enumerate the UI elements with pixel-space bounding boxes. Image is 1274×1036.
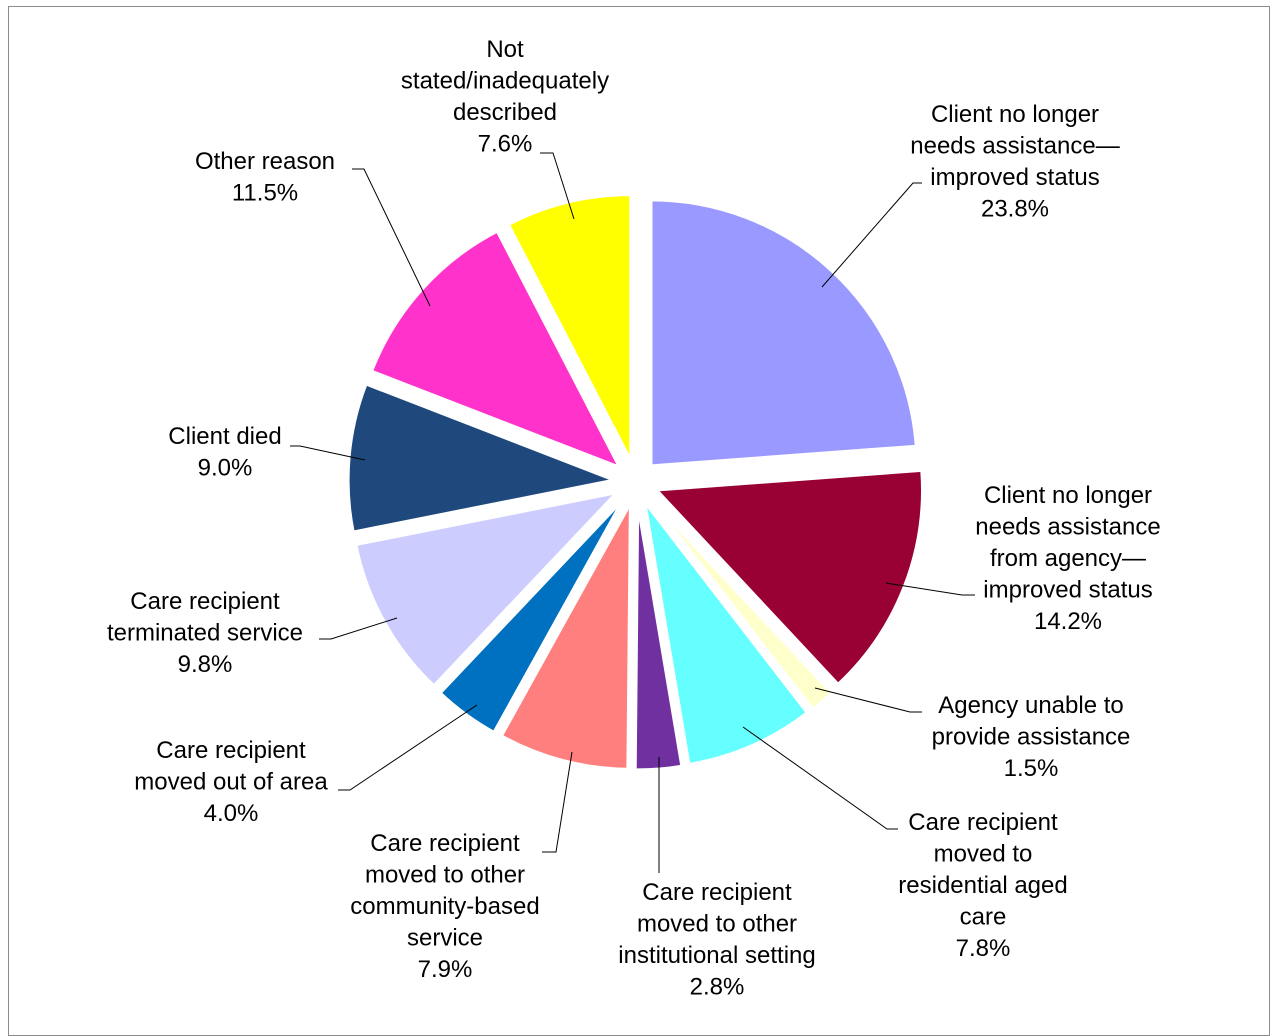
slice-label-line: care [960,904,1007,931]
slice-label-3: Agency unable to provide assistance 1.5% [932,692,1131,782]
slice-value-label: 11.5% [232,180,298,207]
slice-label-5: Care recipient moved to other institutiona… [618,879,815,1001]
leader-line-7 [338,704,478,791]
slice-label-line: from agency— [990,545,1146,572]
slice-value-label: 9.0% [198,455,253,482]
pie-slice-1 [649,198,918,468]
slice-label-line: Client no longer [984,482,1152,509]
leader-line-1 [821,182,922,288]
slice-labels: Client no longer needs assistance— improve… [107,36,1161,1001]
slice-label-1: Client no longer needs assistance— improve… [910,101,1119,223]
pie-slice-4 [643,501,810,767]
slice-label-11: Not stated/inadequately described 7.6% [401,36,609,158]
slice-label-line: Client died [168,423,281,450]
pie-slice-2 [653,468,924,687]
leader-line-11 [540,152,575,220]
slice-label-line: moved to other [637,911,797,938]
leader-line-8 [319,617,398,640]
slice-label-line: provide assistance [932,724,1131,751]
slice-label-line: terminated service [107,620,303,647]
pie-slice-8 [354,490,622,688]
slice-value-label: 23.8% [981,196,1049,223]
pie-slice-11 [506,193,633,462]
leader-line-2 [885,582,975,596]
slice-value-label: 14.2% [1034,608,1102,635]
pie-slice-7 [438,498,625,735]
slice-label-line: Other reason [195,148,335,175]
slice-label-line: residential aged [898,872,1067,899]
slice-label-line: moved to [934,841,1033,868]
slice-label-line: moved to other [365,862,525,889]
pie-slice-3 [649,497,834,712]
leader-line-3 [814,687,922,713]
slice-label-4: Care recipient moved to residential aged ca… [898,809,1067,962]
slice-label-7: Care recipient moved out of area 4.0% [134,737,328,827]
slice-label-line: service [407,925,483,952]
slice-label-line: institutional setting [618,942,815,969]
slice-label-line: Not [486,36,524,63]
slice-value-label: 7.6% [478,131,533,158]
slice-value-label: 4.0% [204,800,259,827]
slice-value-label: 9.8% [178,651,233,678]
slice-label-8: Care recipient terminated service 9.8% [107,588,303,678]
slice-value-label: 7.9% [418,956,473,983]
slice-label-6: Care recipient moved to other community-ba… [350,830,539,983]
slice-label-10: Other reason 11.5% [195,148,335,207]
slice-label-line: Care recipient [156,737,306,764]
slice-label-line: improved status [983,577,1152,604]
slice-label-line: stated/inadequately [401,68,609,95]
slice-label-line: needs assistance [975,514,1160,541]
slice-label-line: moved out of area [134,769,328,796]
slice-value-label: 1.5% [1004,755,1059,782]
slice-label-line: improved status [930,164,1099,191]
pie-slice-6 [499,502,632,771]
slice-value-label: 2.8% [690,974,745,1001]
leader-line-4 [742,726,898,830]
slice-label-line: Care recipient [908,809,1058,836]
slice-label-line: needs assistance— [910,133,1119,160]
slice-label-line: Client no longer [931,101,1099,128]
slice-label-line: Care recipient [370,830,520,857]
slice-label-2: Client no longer needs assistance from age… [975,482,1160,635]
slice-label-line: described [453,99,557,126]
leader-line-10 [352,168,431,307]
pie-slices [346,193,924,772]
leader-line-6 [542,751,573,853]
slice-label-line: Care recipient [130,588,280,615]
slice-label-line: Care recipient [642,879,792,906]
slice-label-line: Agency unable to [938,692,1123,719]
slice-label-9: Client died 9.0% [168,423,281,482]
slice-label-line: community-based [350,893,539,920]
leader-lines [290,152,975,873]
pie-slice-9 [346,382,620,534]
slice-value-label: 7.8% [956,935,1011,962]
leader-line-9 [290,445,366,461]
